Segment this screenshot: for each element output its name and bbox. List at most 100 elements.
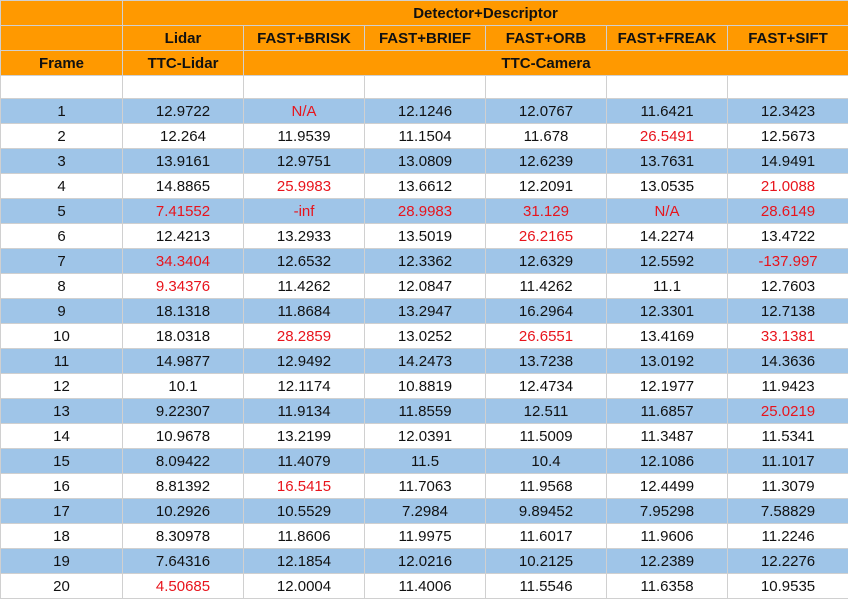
ttc-camera-cell: 12.6532 — [244, 249, 365, 274]
ttc-lidar-cell: 4.50685 — [123, 574, 244, 599]
ttc-camera-cell: 26.5491 — [607, 124, 728, 149]
ttc-camera-cell: 14.2473 — [365, 349, 486, 374]
ttc-camera-cell: 12.4499 — [607, 474, 728, 499]
ttc-camera-cell: 11.9606 — [607, 524, 728, 549]
ttc-camera-cell: 11.9975 — [365, 524, 486, 549]
column-header: FAST+FREAK — [607, 26, 728, 51]
ttc-lidar-cell: 12.264 — [123, 124, 244, 149]
ttc-camera-cell: -inf — [244, 199, 365, 224]
ttc-camera-cell: 28.6149 — [728, 199, 848, 224]
ttc-lidar-cell: 13.9161 — [123, 149, 244, 174]
ttc-camera-cell: 12.0767 — [486, 99, 607, 124]
ttc-camera-cell: 11.5 — [365, 449, 486, 474]
ttc-camera-cell: 11.6358 — [607, 574, 728, 599]
ttc-camera-header: TTC-Camera — [244, 51, 848, 76]
ttc-camera-cell: 12.1854 — [244, 549, 365, 574]
frame-cell: 10 — [1, 324, 123, 349]
ttc-camera-cell: 12.9751 — [244, 149, 365, 174]
ttc-lidar-cell: 18.1318 — [123, 299, 244, 324]
ttc-camera-cell: 21.0088 — [728, 174, 848, 199]
ttc-lidar-cell: 34.3404 — [123, 249, 244, 274]
ttc-camera-cell: 14.9491 — [728, 149, 848, 174]
ttc-camera-cell: 13.4722 — [728, 224, 848, 249]
ttc-camera-cell: 13.7238 — [486, 349, 607, 374]
ttc-camera-cell: 13.2199 — [244, 424, 365, 449]
header-row-methods: Lidar FAST+BRISK FAST+BRIEF FAST+ORB FAS… — [1, 26, 848, 51]
frame-cell: 5 — [1, 199, 123, 224]
ttc-camera-cell: 13.5019 — [365, 224, 486, 249]
ttc-camera-cell: 13.0192 — [607, 349, 728, 374]
ttc-camera-cell: 12.7138 — [728, 299, 848, 324]
ttc-camera-cell: 11.6857 — [607, 399, 728, 424]
ttc-camera-cell: 10.5529 — [244, 499, 365, 524]
ttc-camera-cell: 11.9568 — [486, 474, 607, 499]
ttc-camera-cell: 16.5415 — [244, 474, 365, 499]
spacer-row — [1, 76, 848, 99]
ttc-camera-cell: 7.95298 — [607, 499, 728, 524]
ttc-camera-cell: 13.0252 — [365, 324, 486, 349]
ttc-camera-cell: 13.0535 — [607, 174, 728, 199]
ttc-camera-cell: 12.9492 — [244, 349, 365, 374]
ttc-camera-cell: 13.7631 — [607, 149, 728, 174]
spacer-cell — [1, 76, 123, 99]
frame-cell: 11 — [1, 349, 123, 374]
ttc-camera-cell: 13.4169 — [607, 324, 728, 349]
ttc-camera-cell: 13.6612 — [365, 174, 486, 199]
lidar-header: Lidar — [123, 26, 244, 51]
ttc-camera-cell: 11.1017 — [728, 449, 848, 474]
ttc-camera-cell: 12.6239 — [486, 149, 607, 174]
column-header: FAST+SIFT — [728, 26, 848, 51]
ttc-camera-cell: 7.2984 — [365, 499, 486, 524]
ttc-camera-cell: 12.1174 — [244, 374, 365, 399]
ttc-camera-cell: 14.2274 — [607, 224, 728, 249]
spacer-cell — [244, 76, 365, 99]
ttc-camera-cell: N/A — [244, 99, 365, 124]
ttc-camera-cell: 12.0847 — [365, 274, 486, 299]
spacer-cell — [486, 76, 607, 99]
ttc-camera-cell: 28.2859 — [244, 324, 365, 349]
ttc-lidar-cell: 8.81392 — [123, 474, 244, 499]
ttc-lidar-cell: 8.30978 — [123, 524, 244, 549]
ttc-camera-cell: 11.4006 — [365, 574, 486, 599]
ttc-camera-cell: N/A — [607, 199, 728, 224]
ttc-lidar-cell: 10.1 — [123, 374, 244, 399]
ttc-camera-cell: 12.511 — [486, 399, 607, 424]
spacer-cell — [728, 76, 848, 99]
spacer-cell — [607, 76, 728, 99]
ttc-camera-cell: 12.3362 — [365, 249, 486, 274]
ttc-lidar-cell: 14.8865 — [123, 174, 244, 199]
frame-cell: 20 — [1, 574, 123, 599]
header-row-group: Detector+Descriptor — [1, 1, 848, 26]
frame-cell: 14 — [1, 424, 123, 449]
ttc-camera-cell: 33.1381 — [728, 324, 848, 349]
frame-cell: 4 — [1, 174, 123, 199]
group-title: Detector+Descriptor — [123, 1, 848, 26]
ttc-camera-cell: 11.3079 — [728, 474, 848, 499]
frame-cell: 19 — [1, 549, 123, 574]
ttc-camera-cell: 12.5592 — [607, 249, 728, 274]
ttc-camera-cell: 14.3636 — [728, 349, 848, 374]
ttc-camera-cell: 12.1086 — [607, 449, 728, 474]
ttc-camera-cell: 12.2276 — [728, 549, 848, 574]
ttc-camera-cell: 12.4734 — [486, 374, 607, 399]
header-blank-cell — [1, 1, 123, 26]
ttc-camera-cell: 11.2246 — [728, 524, 848, 549]
ttc-camera-cell: 12.7603 — [728, 274, 848, 299]
ttc-lidar-cell: 14.9877 — [123, 349, 244, 374]
ttc-camera-cell: 16.2964 — [486, 299, 607, 324]
ttc-camera-cell: 11.8606 — [244, 524, 365, 549]
ttc-lidar-cell: 7.41552 — [123, 199, 244, 224]
